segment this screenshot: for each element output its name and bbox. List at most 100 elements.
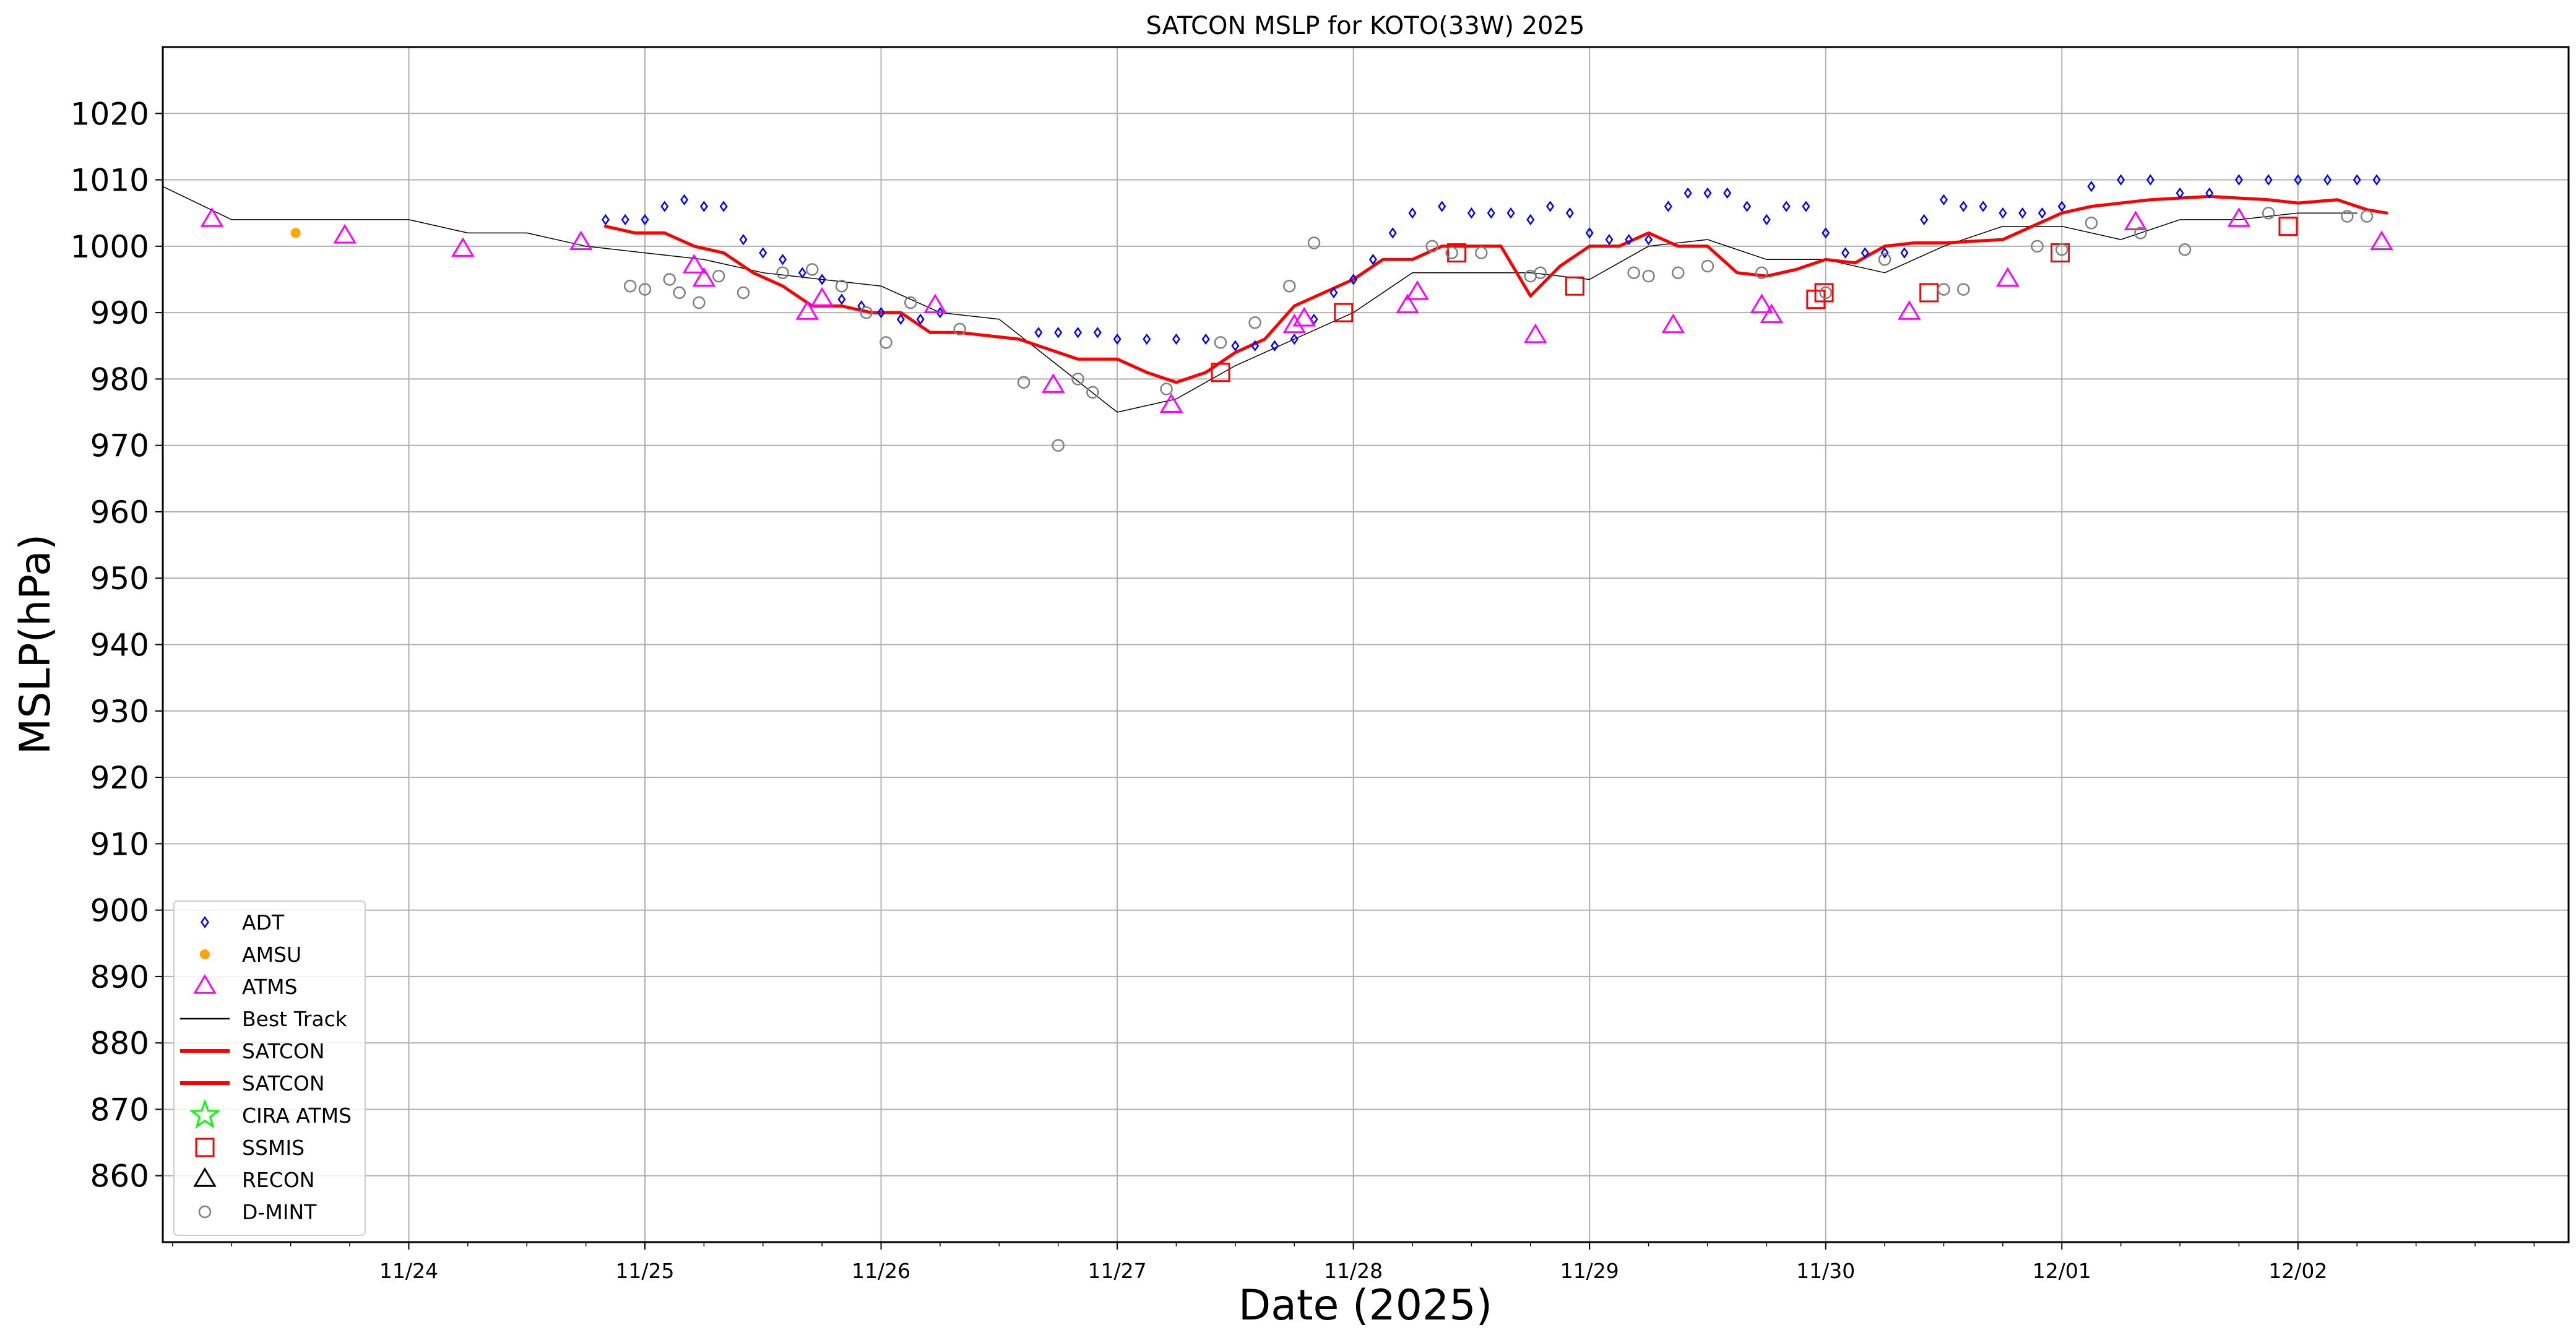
d-mint-point — [1425, 240, 1439, 253]
legend-symbol-ssmis — [195, 1138, 215, 1157]
adt-point — [1782, 201, 1791, 212]
adt-point — [1585, 227, 1594, 239]
legend-box — [173, 900, 366, 1236]
ssmis-point — [2278, 217, 2298, 236]
amsu-series — [290, 228, 301, 238]
adt-point — [1762, 214, 1771, 226]
d-mint-point — [1627, 266, 1640, 279]
adt-point — [2087, 181, 2096, 192]
d-mint-point — [880, 336, 893, 349]
atms-point — [1406, 280, 1429, 300]
legend-symbol-adt — [200, 916, 210, 928]
plot-frame — [162, 46, 2570, 1243]
x-tick-label: 12/02 — [2268, 1259, 2327, 1283]
d-mint-point — [1672, 266, 1685, 279]
legend-label: AMSU — [242, 943, 301, 967]
d-mint-point — [623, 279, 637, 293]
atms-point — [1396, 293, 1419, 314]
x-tick-label: 11/30 — [1796, 1259, 1855, 1283]
d-mint-point — [1214, 336, 1227, 349]
adt-point — [759, 247, 767, 259]
d-mint-point — [1957, 283, 1970, 296]
adt-point — [1625, 233, 1633, 246]
atms-point — [810, 287, 834, 307]
d-mint-point — [2262, 206, 2275, 220]
adt-point — [2057, 201, 2066, 212]
adt-point — [1546, 201, 1555, 212]
adt-point — [2018, 207, 2027, 219]
y-tick-label: 900 — [90, 893, 149, 929]
x-tick-label: 11/29 — [1560, 1259, 1619, 1283]
adt-point — [1565, 207, 1574, 219]
adt-point — [1349, 274, 1358, 285]
adt-point — [1054, 327, 1063, 339]
y-tick-label: 860 — [90, 1159, 149, 1194]
adt-point — [818, 274, 826, 285]
adt-point — [1467, 207, 1476, 219]
legend-symbol-d-mint — [198, 1205, 212, 1219]
adt-point — [1526, 214, 1535, 226]
chart-title: SATCON MSLP for KOTO(33W) 2025 — [1146, 12, 1585, 40]
adt-point — [1034, 327, 1043, 339]
d-mint-point — [2341, 210, 2354, 223]
atms-point — [2227, 207, 2251, 227]
ssmis-point — [1814, 283, 1834, 303]
adt-point — [1703, 187, 1712, 199]
grid-layer — [163, 47, 2569, 1242]
adt-point — [1861, 247, 1869, 259]
adt-point — [1201, 333, 1210, 345]
legend-symbol-recon — [193, 1167, 217, 1187]
d-mint-point — [1937, 283, 1950, 296]
d-mint-point — [2031, 240, 2044, 253]
y-tick-label: 990 — [90, 295, 149, 331]
x-tick-label: 11/27 — [1088, 1259, 1147, 1283]
atms-point — [682, 254, 706, 274]
atms-point — [451, 237, 475, 257]
axis-layer: 860 870 880 890 900 910 920 930 940 950 960 970 980 9… — [71, 96, 2535, 1283]
adt-point — [2372, 174, 2381, 186]
atms-point — [1282, 313, 1307, 334]
d-mint-point — [1086, 386, 1099, 399]
y-tick-label: 950 — [90, 561, 149, 597]
adt-point — [2353, 174, 2361, 186]
adt-point — [1388, 227, 1397, 239]
d-mint-point — [904, 296, 917, 309]
adt-point — [1900, 247, 1909, 259]
adt-point — [1093, 327, 1102, 339]
d-mint-point — [1445, 246, 1458, 259]
atms-point — [923, 293, 947, 314]
legend-label: Best Track — [242, 1007, 348, 1031]
atms-point — [1996, 267, 2020, 287]
atms-point — [1041, 373, 1065, 393]
atms-point — [333, 223, 357, 244]
adt-point — [1743, 201, 1752, 212]
adt-point — [1664, 201, 1672, 212]
d-mint-point — [2055, 243, 2068, 256]
adt-point — [739, 233, 748, 246]
y-tick-label: 1000 — [71, 229, 149, 265]
adt-point — [660, 201, 669, 212]
atms-point — [692, 267, 716, 287]
y-tick-label: 890 — [90, 959, 149, 995]
adt-point — [1368, 254, 1377, 266]
adt-point — [1487, 207, 1495, 219]
y-tick-label: 940 — [90, 628, 149, 663]
d-mint-point — [1819, 286, 1832, 300]
atms-point — [1159, 393, 1183, 413]
d-mint-point — [663, 273, 676, 286]
d-mint-point — [638, 283, 652, 296]
adt-point — [1231, 340, 1240, 352]
d-mint-point — [806, 263, 819, 276]
adt-point — [936, 306, 944, 319]
adt-point — [2205, 187, 2214, 199]
d-mint-point — [2085, 217, 2098, 230]
adt-point — [1841, 247, 1850, 259]
d-mint-point — [1878, 253, 1891, 266]
legend-symbol-atms — [193, 974, 217, 994]
legend-label: CIRA ATMS — [242, 1103, 352, 1128]
adt-point — [1073, 327, 1083, 339]
adt-point — [641, 214, 649, 226]
y-tick-label: 1010 — [71, 163, 149, 199]
x-tick-label: 11/28 — [1324, 1259, 1383, 1283]
